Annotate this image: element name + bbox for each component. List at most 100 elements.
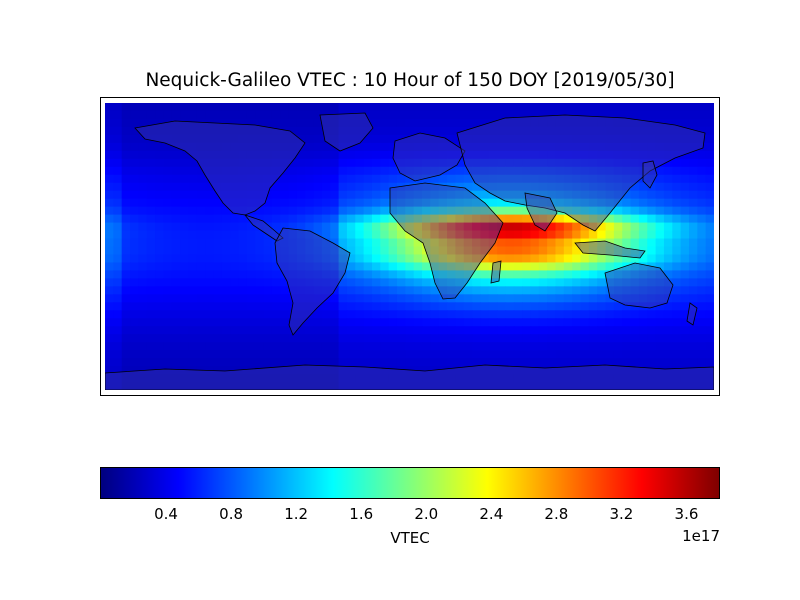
heatmap-cell xyxy=(371,318,381,327)
heatmap-cell xyxy=(463,110,473,120)
heatmap-cell xyxy=(280,206,290,216)
heatmap-cell xyxy=(430,190,440,200)
heatmap-cell xyxy=(271,182,281,192)
heatmap-cell xyxy=(171,326,181,335)
heatmap-cell xyxy=(105,150,114,160)
heatmap-cell xyxy=(188,382,198,390)
heatmap-cell xyxy=(488,222,498,232)
landmass-indonesia xyxy=(574,240,646,259)
heatmap-cell xyxy=(663,190,673,200)
heatmap-cell xyxy=(530,262,540,272)
heatmap-cell xyxy=(288,134,298,144)
heatmap-cell xyxy=(472,374,482,383)
heatmap-cell xyxy=(597,206,607,216)
heatmap-cell xyxy=(522,350,532,359)
heatmap-cell xyxy=(138,278,148,287)
heatmap-cell xyxy=(246,150,256,160)
heatmap-cell xyxy=(213,342,223,351)
heatmap-cell xyxy=(396,238,406,248)
heatmap-cell xyxy=(321,334,331,343)
heatmap-cell xyxy=(547,166,557,176)
heatmap-cell xyxy=(213,310,223,319)
heatmap-cell xyxy=(672,126,682,136)
heatmap-cell xyxy=(638,382,648,390)
heatmap-cell xyxy=(480,110,490,120)
heatmap-cell xyxy=(346,134,356,144)
heatmap-cell xyxy=(572,134,582,144)
heatmap-cell xyxy=(480,214,490,224)
heatmap-cell xyxy=(463,174,473,184)
heatmap-cell xyxy=(221,254,231,264)
heatmap-cell xyxy=(688,182,698,192)
heatmap-cell xyxy=(230,262,240,272)
heatmap-cell xyxy=(330,302,340,311)
heatmap-cell xyxy=(113,326,123,335)
heatmap-cell xyxy=(438,126,448,136)
heatmap-cell xyxy=(647,318,657,327)
heatmap-cell xyxy=(530,198,540,208)
heatmap-cell xyxy=(363,126,373,136)
heatmap-cell xyxy=(213,126,223,136)
heatmap-cell xyxy=(588,222,598,232)
heatmap-cell xyxy=(455,358,465,367)
heatmap-cell xyxy=(188,342,198,351)
heatmap-cell xyxy=(246,222,256,232)
heatmap-cell xyxy=(513,358,523,367)
heatmap-cell xyxy=(447,158,456,168)
heatmap-cell xyxy=(555,342,565,351)
heatmap-cell xyxy=(613,134,623,144)
heatmap-cell xyxy=(455,318,465,327)
heatmap-cell xyxy=(697,302,707,311)
heatmap-cell xyxy=(405,214,415,224)
heatmap-cell xyxy=(246,206,256,216)
heatmap-cell xyxy=(530,206,540,216)
heatmap-cell xyxy=(613,110,623,120)
heatmap-cell xyxy=(638,118,648,128)
heatmap-cell xyxy=(171,230,181,240)
heatmap-cell xyxy=(447,310,456,319)
heatmap-cell xyxy=(547,198,557,208)
heatmap-cell xyxy=(530,110,540,120)
heatmap-cell xyxy=(155,286,164,295)
heatmap-cell xyxy=(680,150,690,160)
heatmap-cell xyxy=(580,286,590,295)
heatmap-cell xyxy=(396,158,406,168)
heatmap-cell xyxy=(371,222,381,232)
heatmap-cell xyxy=(280,126,290,136)
heatmap-cell xyxy=(580,222,590,232)
heatmap-cell xyxy=(472,286,482,295)
heatmap-cell xyxy=(655,190,665,200)
heatmap-cell xyxy=(605,302,615,311)
heatmap-cell xyxy=(697,214,707,224)
heatmap-cell xyxy=(138,318,148,327)
heatmap-cell xyxy=(271,206,281,216)
heatmap-cell xyxy=(405,262,415,272)
heatmap-cell xyxy=(171,110,181,120)
heatmap-cell xyxy=(572,342,582,351)
heatmap-cell xyxy=(355,302,365,311)
heatmap-cell xyxy=(680,182,690,192)
heatmap-cell xyxy=(146,198,156,208)
heatmap-cell xyxy=(330,182,340,192)
heatmap-cell xyxy=(388,238,398,248)
heatmap-cell xyxy=(155,342,164,351)
heatmap-cell xyxy=(146,366,156,375)
heatmap-cell xyxy=(313,158,323,168)
heatmap-cell xyxy=(246,174,256,184)
heatmap-cell xyxy=(371,166,381,176)
heatmap-cell xyxy=(305,350,315,359)
heatmap-cell xyxy=(655,222,665,232)
heatmap-cell xyxy=(672,182,682,192)
heatmap-cell xyxy=(338,110,348,120)
heatmap-cell xyxy=(363,342,373,351)
heatmap-cell xyxy=(488,342,498,351)
heatmap-cell xyxy=(547,286,557,295)
heatmap-cell xyxy=(271,310,281,319)
heatmap-cell xyxy=(422,190,431,200)
heatmap-cell xyxy=(480,326,490,335)
heatmap-cell xyxy=(580,142,590,152)
heatmap-cell xyxy=(338,150,348,160)
heatmap-cell xyxy=(355,214,365,224)
heatmap-cell xyxy=(238,374,248,383)
heatmap-cell xyxy=(313,278,323,287)
